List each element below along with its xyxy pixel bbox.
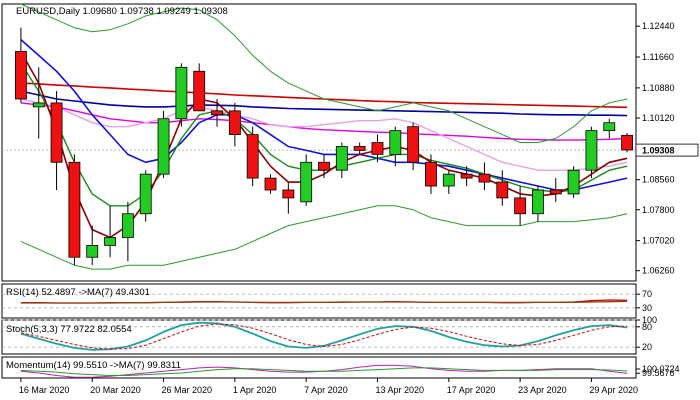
x-tick-label-8: 29 Apr 2020 [589,385,638,395]
candle-body-26 [478,173,491,183]
overlay-line-5 [20,205,628,270]
candle-body-33 [603,122,616,132]
candle-body-13 [246,134,259,179]
x-tick-label-6: 17 Apr 2020 [447,385,496,395]
main-price-panel: 1.12440 1.11660 1.10880 1.10120 1.08560 1.078… [1,3,699,282]
candle-body-20 [371,142,384,155]
price-axis-tick-label-1: 1.11660 [642,52,674,62]
candle-body-16 [300,161,313,203]
candle-body-6 [121,213,134,238]
momentum-title: Momentum(14) 99.5510 ->MA(7) 99.8311 [6,360,181,371]
momentum-axis-tick-label-1: 99.5676 [642,368,675,378]
candle-body-17 [318,161,330,171]
candle-body-34 [621,134,634,151]
candle-body-32 [585,130,598,171]
price-axis-tick-label-0: 1.12440 [642,21,675,31]
stochastic-line-1 [20,323,628,350]
candle-body-10 [193,70,206,112]
x-tick-label-2: 26 Mar 2020 [162,385,213,395]
stochastic-axis-tick-label-0: 100 [642,315,657,325]
candle-body-23 [425,161,437,187]
candle-body-28 [514,197,527,215]
candle-body-5 [104,237,116,246]
stochastic-plot-area [1,319,637,355]
price-axis-tick-label-6: 1.07020 [642,236,675,246]
main-chart-title: EURUSD,Daily 1.09680 1.09738 1.09249 1.0… [16,6,228,17]
overlay-line-1 [20,90,628,117]
candle-body-29 [532,189,544,215]
momentum-line-1 [20,367,628,376]
rsi-title: RSI(14) 52.4897 ->MA(7) 49.4301 [6,287,150,298]
price-axis-tick-label-5: 1.07800 [642,205,675,215]
price-axis-tick-label-3: 1.10120 [642,113,675,123]
rsi-plot-area [1,283,637,319]
momentum-plot-area [1,356,637,379]
momentum-axis-tick-label-0: 100.0724 [642,364,680,374]
stochastic-axis-tick-label-1: 80 [642,322,652,332]
main-plot-area [1,3,637,282]
rsi-axis-tick-label-1: 30 [642,303,652,313]
stochastic-title: Stoch(5,3,3) 77.9722 82.0554 [6,324,132,335]
x-tick-label-1: 20 Mar 2020 [90,385,141,395]
rsi-axis-tick-label-0: 70 [642,289,652,299]
candle-body-12 [228,110,241,135]
overlay-line-4 [20,3,628,143]
candle-body-18 [335,146,348,171]
stochastic-axis-tick-label-2: 20 [642,342,652,352]
current-price-box [635,143,699,157]
candle-body-24 [442,173,455,187]
candle-body-0 [14,51,27,100]
x-tick-label-4: 7 Apr 2020 [304,385,348,395]
candle-body-27 [496,181,509,199]
x-tick-label-7: 23 Apr 2020 [518,385,567,395]
overlay-line-2 [20,102,628,141]
candle-body-19 [353,146,366,151]
x-axis: 16 Mar 2020 20 Mar 2020 26 Mar 2020 1 Apr 2… [19,378,638,395]
candle-body-22 [407,126,420,163]
price-axis-tick-label-7: 1.06260 [642,266,675,276]
candle-body-2 [50,102,63,163]
candle-body-25 [460,173,473,179]
candle-body-9 [175,66,188,120]
price-axis-tick-label-4: 1.08560 [642,175,675,185]
overlay-line-3 [20,98,628,171]
rsi-line-1 [20,300,628,304]
x-tick-label-3: 1 Apr 2020 [233,385,277,395]
x-tick-label-0: 16 Mar 2020 [19,385,70,395]
candle-body-4 [86,244,99,258]
candle-body-31 [567,169,580,195]
stochastic-line-0 [20,321,628,351]
candle-body-30 [549,189,562,195]
x-tick-label-5: 13 Apr 2020 [375,385,424,395]
candle-body-8 [157,118,170,175]
candle-body-3 [68,161,81,258]
candle-body-14 [264,177,277,191]
candle-body-21 [389,130,402,155]
candle-body-1 [32,102,45,108]
current-price-label: 1.09308 [642,146,675,156]
candle-body-11 [211,110,223,116]
candle-body-7 [139,173,152,215]
price-axis-tick-label-2: 1.10880 [642,83,675,93]
candle-body-15 [282,189,295,199]
